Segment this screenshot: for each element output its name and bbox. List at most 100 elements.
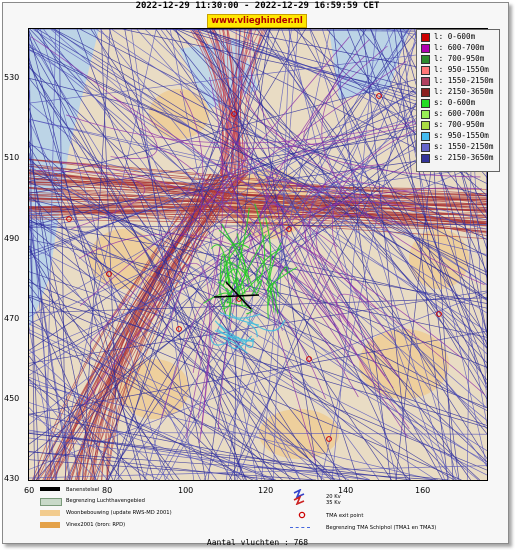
flight-track [29, 271, 487, 426]
flight-track [29, 330, 487, 415]
flight-track [158, 29, 424, 480]
y-tick-430: 430 [4, 474, 20, 483]
flight-track [231, 312, 261, 319]
flight-track [29, 77, 347, 480]
flight-track [29, 402, 258, 480]
flight-track [263, 206, 351, 350]
flight-track [288, 29, 398, 480]
legend-label: l: 0-600m [434, 32, 476, 41]
x-tick-140: 140 [338, 486, 354, 495]
legend-swatch [421, 153, 430, 163]
residential-area [119, 359, 189, 419]
flight-track [29, 378, 148, 480]
residential-swatch [40, 510, 60, 516]
flight-track [29, 297, 487, 314]
flight-track [29, 296, 462, 480]
flight-track [239, 60, 481, 178]
runway-label: Banenstelsel [66, 487, 100, 493]
flight-track [45, 29, 57, 480]
flight-track [191, 29, 246, 175]
flight-track [79, 60, 407, 306]
legend-item: s: 950-1550m [421, 130, 489, 141]
flight-track [265, 176, 396, 202]
flight-track [144, 29, 487, 355]
flight-track [256, 248, 282, 285]
x-tick-160: 160 [415, 486, 431, 495]
flight-track [29, 160, 487, 465]
flight-track [92, 173, 236, 480]
legend-swatch [421, 87, 430, 97]
tma-exit-point-marker [176, 326, 182, 332]
flight-track [321, 39, 485, 286]
flight-track [29, 65, 291, 480]
flight-track [29, 245, 132, 480]
flight-track [29, 228, 217, 480]
flight-track [370, 29, 487, 346]
flight-track [245, 317, 286, 332]
flight-track [29, 188, 56, 480]
flight-track [29, 369, 253, 480]
flight-track [100, 29, 120, 480]
flight-track [237, 336, 254, 348]
flight-track [265, 147, 316, 231]
flight-track [29, 332, 314, 480]
flight-track [256, 29, 487, 337]
tma-exit-point-marker [286, 226, 292, 232]
flight-track-map[interactable] [28, 28, 488, 481]
site-brand-badge[interactable]: www.vlieghinder.nl [207, 14, 307, 28]
flight-track [29, 32, 142, 480]
flight-track [29, 382, 434, 480]
flight-track [303, 45, 388, 146]
airport-area-swatch [40, 498, 62, 506]
flight-track [209, 29, 224, 175]
tma-exit-point-marker [66, 216, 72, 222]
flight-track [160, 90, 204, 344]
high-voltage-icon [293, 489, 305, 505]
flight-track [113, 96, 338, 248]
flight-track [29, 208, 487, 463]
airport-area-label: Begrenzing Luchthavengebied [66, 498, 145, 504]
flight-track [203, 292, 230, 304]
flight-track [29, 108, 146, 480]
flight-track [228, 29, 454, 480]
x-tick-120: 120 [258, 486, 274, 495]
legend-swatch [421, 43, 430, 53]
flight-track [309, 163, 386, 377]
legend-label: l: 1550-2150m [434, 76, 494, 85]
flight-track [302, 181, 394, 389]
time-range-title: 2022-12-29 11:30:00 - 2022-12-29 16:59:5… [135, 1, 380, 11]
flight-track [214, 329, 253, 342]
flight-count: Aantal vluchten : 768 [206, 538, 309, 547]
legend-label: s: 1550-2150m [434, 142, 494, 151]
flight-track [276, 185, 342, 322]
flight-track [139, 117, 443, 150]
legend-swatch [421, 98, 430, 108]
flight-track [29, 183, 487, 201]
flight-track [216, 328, 255, 342]
flight-track [226, 261, 251, 289]
flight-track [254, 203, 266, 282]
flight-track [29, 251, 283, 480]
legend-item: s: 0-600m [421, 97, 475, 108]
flight-track [220, 336, 248, 354]
flight-track [400, 29, 460, 480]
flight-track [32, 29, 306, 480]
flight-track [234, 207, 250, 285]
flight-track [29, 57, 155, 480]
flight-track [357, 29, 487, 388]
legend-swatch [421, 131, 430, 141]
flight-track [269, 284, 275, 314]
flight-track [209, 335, 227, 346]
legend-label: l: 600-700m [434, 43, 485, 52]
flight-track [29, 431, 487, 435]
flight-track [29, 327, 58, 480]
flight-track [277, 266, 288, 280]
tma-exit-point-marker [106, 271, 112, 277]
flight-track [29, 90, 487, 253]
flight-track [213, 29, 487, 459]
legend-item: l: 950-1550m [421, 64, 489, 75]
flight-track [29, 221, 487, 304]
flight-track [234, 29, 240, 480]
flight-track [29, 465, 487, 479]
vinex-swatch [40, 522, 60, 528]
